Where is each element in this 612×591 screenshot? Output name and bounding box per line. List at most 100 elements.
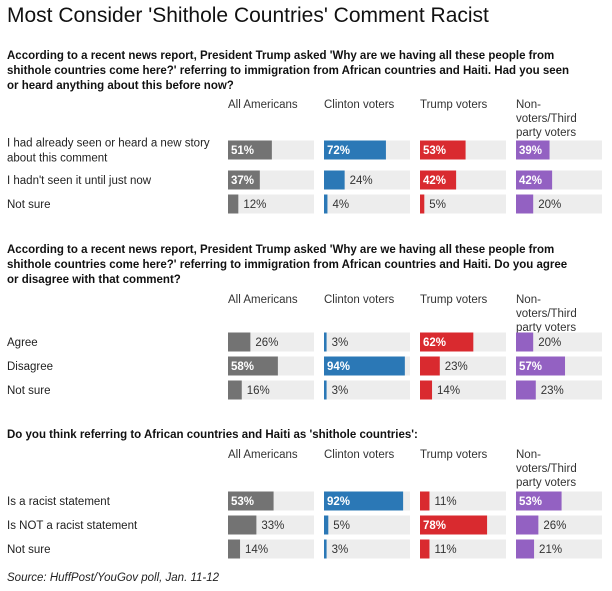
bar (324, 380, 327, 400)
bar (228, 539, 241, 559)
data-label: 14% (245, 544, 268, 556)
data-label: 37% (231, 175, 254, 187)
bar (420, 170, 457, 190)
bar-track (228, 194, 314, 214)
bar (420, 140, 466, 160)
bar (420, 491, 430, 511)
bar-track (324, 380, 410, 400)
bar (324, 539, 327, 559)
data-label: 20% (538, 337, 561, 349)
bar (516, 332, 534, 352)
row-label: Not sure (7, 385, 50, 397)
data-label: 3% (332, 544, 349, 556)
bar-track (420, 194, 506, 214)
data-label: 51% (231, 145, 254, 157)
question-text: or disagree with that comment? (7, 274, 181, 286)
row-label: Agree (7, 337, 38, 349)
data-label: 5% (333, 520, 350, 532)
data-label: 5% (429, 199, 446, 211)
bar (228, 515, 257, 535)
data-label: 24% (350, 175, 373, 187)
column-header: Non- (516, 294, 541, 306)
bar (420, 515, 488, 535)
data-label: 39% (519, 145, 542, 157)
data-label: 72% (327, 145, 350, 157)
row-label: I hadn't seen it until just now (7, 175, 152, 187)
data-label: 94% (327, 361, 350, 373)
source-note: Source: HuffPost/YouGov poll, Jan. 11-12 (7, 572, 220, 584)
data-label: 53% (423, 145, 446, 157)
column-header: Trump voters (420, 294, 488, 306)
bar-track (420, 491, 506, 511)
data-label: 92% (327, 496, 350, 508)
question-text: According to a recent news report, Presi… (7, 244, 554, 256)
data-label: 53% (519, 496, 542, 508)
data-label: 16% (247, 385, 270, 397)
column-header: Trump voters (420, 449, 488, 461)
question-text: shithole countries come here?' referring… (7, 259, 567, 271)
bar-track (516, 380, 602, 400)
row-label: Is NOT a racist statement (7, 520, 138, 532)
row-label: Not sure (7, 544, 50, 556)
bar (516, 539, 535, 559)
bar-track (324, 170, 410, 190)
bar-track (324, 332, 410, 352)
column-header: Non- (516, 449, 541, 461)
column-header: Trump voters (420, 99, 488, 111)
bar (324, 140, 386, 160)
bar (324, 332, 327, 352)
data-label: 3% (332, 385, 349, 397)
data-label: 42% (423, 175, 446, 187)
data-label: 33% (261, 520, 284, 532)
bar (516, 356, 566, 376)
column-header: Clinton voters (324, 449, 395, 461)
data-label: 11% (434, 496, 456, 508)
data-label: 26% (255, 337, 278, 349)
bar (516, 194, 534, 214)
bar (420, 380, 433, 400)
bar (516, 515, 539, 535)
question-text: Do you think referring to African countr… (7, 429, 418, 441)
question-text: or heard anything about this before now? (7, 80, 234, 92)
bar-track (420, 380, 506, 400)
chart-title: Most Consider 'Shithole Countries' Comme… (7, 4, 489, 27)
data-label: 23% (445, 361, 468, 373)
bar (420, 539, 430, 559)
data-label: 23% (541, 385, 564, 397)
bar-track (420, 356, 506, 376)
bar (420, 356, 440, 376)
bar (324, 170, 345, 190)
column-header: All Americans (228, 294, 298, 306)
bar-track (324, 194, 410, 214)
column-header: All Americans (228, 99, 298, 111)
bar-track (324, 515, 410, 535)
bar (516, 491, 562, 511)
bar (228, 194, 239, 214)
column-header: Clinton voters (324, 99, 395, 111)
row-label: about this comment (7, 153, 108, 165)
bar (324, 515, 329, 535)
bar (228, 170, 260, 190)
row-label: Is a racist statement (7, 496, 111, 508)
bar-track (516, 332, 602, 352)
column-header: party voters (516, 477, 576, 489)
bar (324, 356, 405, 376)
data-label: 21% (539, 544, 562, 556)
bar (516, 380, 536, 400)
data-label: 4% (332, 199, 349, 211)
data-label: 11% (434, 544, 456, 556)
data-label: 62% (423, 337, 446, 349)
data-label: 3% (332, 337, 349, 349)
data-label: 12% (243, 199, 266, 211)
column-header: voters/Third (516, 308, 577, 320)
bar-track (420, 539, 506, 559)
bar-track (516, 539, 602, 559)
bar (420, 194, 425, 214)
bar-track (324, 539, 410, 559)
row-label: Disagree (7, 361, 53, 373)
bar-track (516, 194, 602, 214)
question-text: shithole countries come here?' referring… (7, 65, 569, 77)
data-label: 20% (538, 199, 561, 211)
data-label: 42% (519, 175, 542, 187)
